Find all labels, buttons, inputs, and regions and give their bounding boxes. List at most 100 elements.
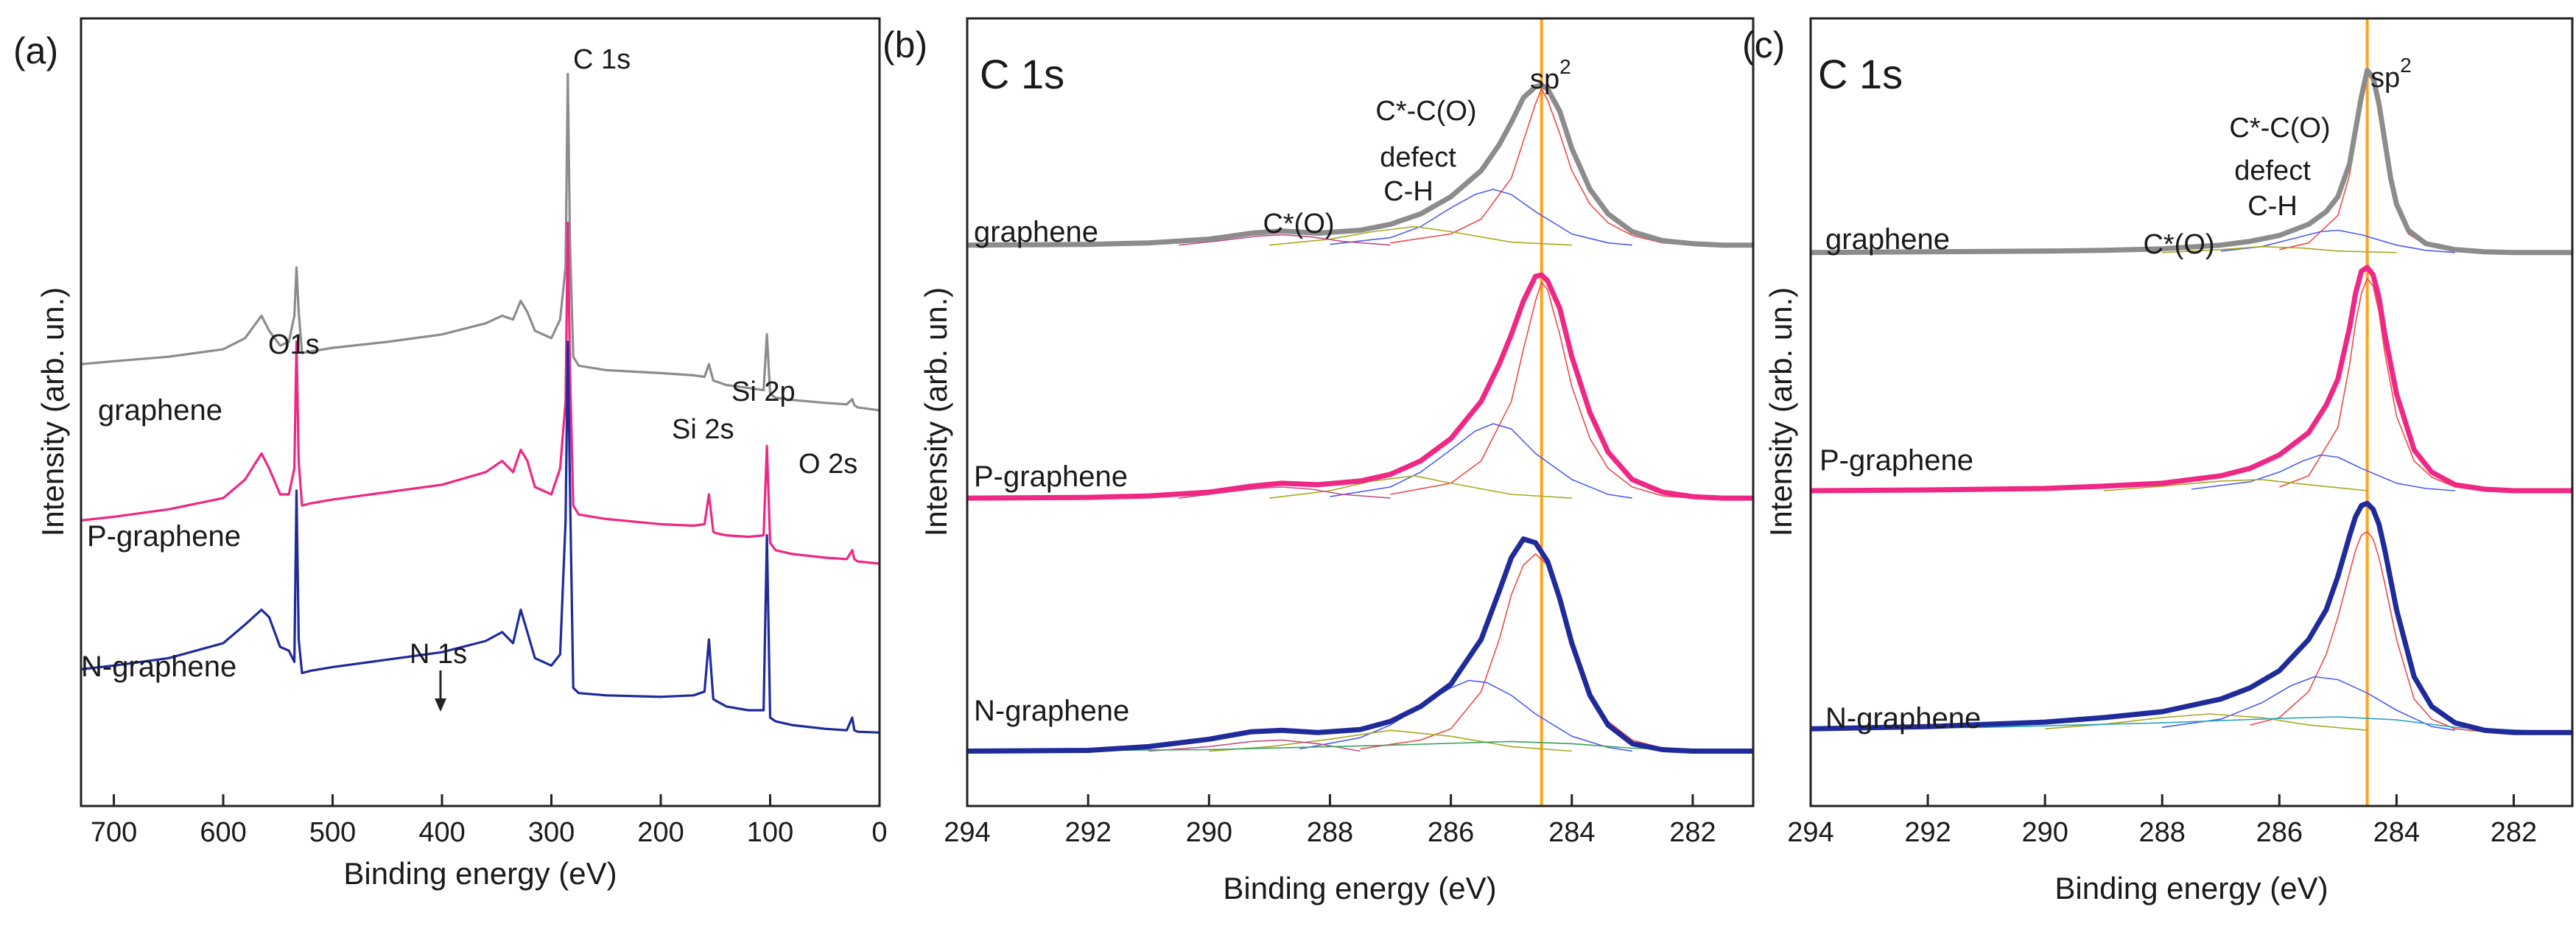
panel-b-series-n-graphene-sp2-component	[1360, 553, 1693, 752]
panel-c-series-graphene-defect-component	[2220, 229, 2455, 253]
panel-c-peak-defect: defect	[2234, 155, 2311, 186]
panel-a-peak-n1s: N 1s	[410, 639, 467, 670]
panel-c-x-tick-label-290: 290	[2021, 817, 2068, 848]
panel-b-x-tick-label-282: 282	[1669, 817, 1716, 848]
panel-a-label-graphene: graphene	[98, 394, 222, 427]
panel-a-label-p-graphene: P-graphene	[87, 520, 241, 553]
panel-b-label-graphene: graphene	[974, 216, 1098, 248]
panel-c-peak-co: C*(O)	[2143, 229, 2214, 260]
panel-c-label: (c)	[1742, 24, 1785, 66]
panel-c-series	[1810, 67, 2573, 735]
panel-c-peak-sp2: sp2	[2370, 54, 2412, 94]
panel-b-series-n-graphene-c-o-component	[1148, 739, 1361, 752]
panel-c-x-tick-label-288: 288	[2139, 817, 2186, 848]
panel-b-series-p-graphene	[966, 272, 1753, 501]
panel-b-series	[966, 83, 1754, 754]
panel-b-frame	[966, 17, 1755, 807]
panel-a-series	[80, 72, 880, 734]
panel-a-series-n-graphene	[80, 340, 880, 734]
panel-b-series-p-graphene-c-c-o-component	[1269, 474, 1572, 499]
panel-c-series-graphene-c-c-o-component	[2162, 245, 2397, 253]
panel-c-frame	[1809, 17, 2574, 807]
panel-a-y-axis-title: Intensity (arb. un.)	[35, 287, 70, 536]
panel-a-peak-si2s: Si 2s	[672, 414, 734, 445]
panel-b-y-axis-title: Intensity (arb. un.)	[919, 287, 953, 536]
panel-a-x-tick-label-400: 400	[418, 817, 465, 848]
panel-b-label: (b)	[882, 24, 927, 66]
panel-a-x-ticks: 700 600 500 400 300 200 100 0	[91, 794, 888, 848]
panel-c-x-axis-title: Binding energy (eV)	[2054, 871, 2328, 905]
panel-b-peak-sp2: sp2	[1530, 55, 1571, 95]
panel-b-title: C 1s	[980, 51, 1064, 97]
panel-a-series-p-graphene	[80, 221, 880, 565]
panel-a-peak-si2p: Si 2p	[731, 376, 796, 407]
panel-b-series-p-graphene-defect-component	[1330, 423, 1632, 499]
panel-c-y-axis-title: Intensity (arb. un.)	[1763, 287, 1798, 536]
panel-a-peak-o2s: O 2s	[799, 449, 857, 480]
panel-a-peak-o1s: O1s	[268, 329, 320, 360]
panel-c-series-background	[1810, 716, 2573, 734]
panel-b-x-ticks: 294 292 290 288 286 284 282	[944, 794, 1716, 848]
panel-c-x-tick-label-282: 282	[2491, 817, 2537, 848]
panel-c-x-tick-label-284: 284	[2373, 817, 2420, 848]
panel-b-peak-defect: defect	[1380, 142, 1456, 173]
panel-b-peak-ch: C-H	[1383, 176, 1433, 207]
panel-c-title: C 1s	[1818, 51, 1903, 97]
panel-c-series-p-graphene-c-c-o-component	[2103, 479, 2368, 491]
panel-a-frame	[80, 17, 881, 807]
panel-a-series-graphene	[80, 72, 880, 412]
panel-b-x-tick-label-292: 292	[1064, 817, 1111, 848]
panel-a-x-tick-label-0: 0	[871, 817, 887, 848]
panel-c-peak-ch: C-H	[2247, 191, 2298, 222]
panel-b-series-p-graphene-sp2-component	[1390, 281, 1693, 499]
panel-c-series-p-graphene-defect-component	[2191, 454, 2455, 491]
panel-a-x-tick-label-500: 500	[309, 817, 356, 848]
panel-c-series-p-graphene	[1810, 264, 2572, 494]
panel-a-label: (a)	[13, 30, 58, 71]
panel-c-x-tick-label-294: 294	[1787, 817, 1833, 848]
panel-c-label-graphene: graphene	[1825, 223, 1950, 256]
panel-c-series-n-graphene-sp2-component	[2250, 530, 2485, 732]
panel-b-x-tick-label-286: 286	[1428, 817, 1474, 848]
panel-c-series-n-graphene-defect-component	[2162, 676, 2456, 731]
panel-b-label-n-graphene: N-graphene	[974, 695, 1129, 727]
panel-a-n1s-arrow	[435, 670, 446, 712]
panel-c-series-n-graphene	[1810, 500, 2572, 735]
panel-b-x-tick-label-294: 294	[944, 817, 990, 848]
panel-b-x-tick-label-288: 288	[1307, 817, 1353, 848]
panel-a-x-axis-title: Binding energy (eV)	[343, 856, 617, 891]
panel-b: (b) 294 292 290 288 286 284 282 Binding energy…	[882, 17, 1755, 905]
panel-b-label-p-graphene: P-graphene	[974, 460, 1128, 493]
panel-a-peak-c1s: C 1s	[573, 44, 631, 75]
panel-a-x-tick-label-300: 300	[528, 817, 575, 848]
panel-c-x-tick-label-292: 292	[1904, 817, 1951, 848]
panel-b-peak-ccoo: C*-C(O)	[1375, 96, 1476, 127]
panel-c-peak-ccoo: C*-C(O)	[2229, 113, 2330, 144]
panel-b-series-graphene	[966, 83, 1753, 248]
panel-a-x-tick-label-600: 600	[200, 817, 246, 848]
panel-c-x-tick-label-286: 286	[2256, 817, 2303, 848]
panel-b-series-n-graphene-c-c-o-component	[1209, 729, 1572, 752]
panel-a-x-tick-label-200: 200	[637, 817, 684, 848]
panel-a-x-tick-label-700: 700	[91, 817, 137, 848]
panel-c-label-p-graphene: P-graphene	[1819, 444, 1973, 477]
panel-c-series-graphene	[1810, 67, 2572, 256]
panel-b-series-n-graphene-defect-component	[1299, 679, 1632, 752]
panel-c-x-ticks: 294 292 290 288 286 284 282	[1787, 794, 2537, 848]
panel-a-x-tick-label-100: 100	[747, 817, 793, 848]
panel-b-x-tick-label-290: 290	[1186, 817, 1232, 848]
panel-c-label-n-graphene: N-graphene	[1825, 702, 1981, 735]
panel-b-x-tick-label-284: 284	[1548, 817, 1595, 848]
panel-b-series-graphene-c-o-component	[1179, 234, 1391, 246]
panel-c-series-p-graphene-sp2-component	[2279, 278, 2485, 491]
panel-b-peak-co: C*(O)	[1263, 209, 1334, 239]
panel-b-series-n-graphene	[966, 536, 1753, 754]
panel-b-x-axis-title: Binding energy (eV)	[1223, 871, 1496, 905]
panel-b-series-graphene-sp2-component	[1390, 88, 1693, 246]
panel-c: (c) 294 292 290 288 286 284 282 Binding energy…	[1742, 17, 2574, 905]
panel-b-series-background	[966, 740, 1754, 752]
panel-a: (a) 700 600 500 400 300 200 100 0 Binding energ…	[13, 17, 888, 891]
panel-a-label-n-graphene: N-graphene	[81, 651, 236, 683]
panel-b-series-graphene-defect-component	[1330, 189, 1632, 246]
